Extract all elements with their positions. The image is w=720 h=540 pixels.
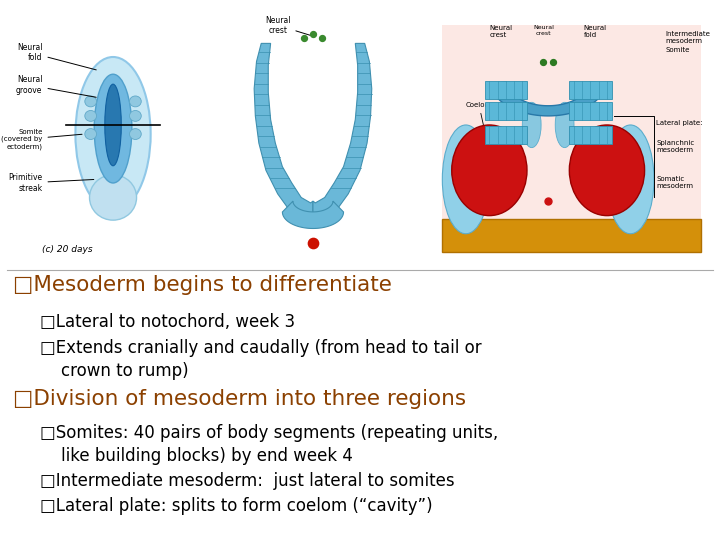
Ellipse shape [76,57,150,211]
Ellipse shape [130,111,141,122]
Text: Neural
crest: Neural crest [490,25,513,38]
Text: Lateral plate:: Lateral plate: [657,120,703,126]
Text: □Division of mesoderm into three regions: □Division of mesoderm into three regions [13,389,466,409]
Bar [485,102,527,120]
Polygon shape [282,201,343,228]
Ellipse shape [607,125,654,234]
Text: □Mesoderm begins to differentiate: □Mesoderm begins to differentiate [13,275,392,295]
Point [307,30,319,39]
Ellipse shape [570,125,644,215]
Bar [485,80,527,99]
Text: Neural
fold: Neural fold [17,43,96,70]
Ellipse shape [85,111,96,122]
Polygon shape [313,43,372,215]
Point [547,57,559,66]
Bar [485,126,527,144]
Text: Primitive
streak: Primitive streak [9,173,94,193]
Polygon shape [490,82,607,116]
Text: Somite: Somite [666,48,690,53]
Ellipse shape [85,96,96,107]
Text: Neural
crest: Neural crest [533,25,554,36]
Polygon shape [254,43,313,215]
Text: □Lateral to notochord, week 3: □Lateral to notochord, week 3 [40,313,294,331]
Ellipse shape [451,125,527,215]
Point [307,239,319,247]
Text: Intermediate
mesoderm: Intermediate mesoderm [666,31,711,44]
Ellipse shape [442,125,490,234]
Point [298,33,310,42]
Text: Neural
crest: Neural crest [265,16,310,35]
Text: □Somites: 40 pairs of body segments (repeating units,: □Somites: 40 pairs of body segments (rep… [40,424,498,442]
Bar [442,25,701,252]
Ellipse shape [89,175,137,220]
Text: Splanchnic
mesoderm: Splanchnic mesoderm [657,140,695,153]
Ellipse shape [555,102,574,147]
FancyBboxPatch shape [442,219,701,252]
Text: (c) 20 days: (c) 20 days [42,245,93,254]
Bar [570,102,612,120]
Text: Somite
(covered by
ectoderm): Somite (covered by ectoderm) [1,129,82,150]
Text: Somatic
mesoderm: Somatic mesoderm [657,177,693,190]
Ellipse shape [85,129,96,139]
Bar [570,126,612,144]
Ellipse shape [94,74,132,183]
Ellipse shape [105,84,121,166]
Ellipse shape [130,129,141,139]
Text: Neural
fold: Neural fold [583,25,606,38]
Text: like building blocks) by end week 4: like building blocks) by end week 4 [61,447,353,465]
Text: □Intermediate mesoderm:  just lateral to somites: □Intermediate mesoderm: just lateral to … [40,472,454,490]
Ellipse shape [130,96,141,107]
Ellipse shape [522,102,541,147]
Text: □Extends cranially and caudally (from head to tail or: □Extends cranially and caudally (from he… [40,339,481,357]
Text: Coelom: Coelom [466,102,492,150]
Point [317,33,328,42]
Point [542,197,554,205]
Bar [570,80,612,99]
Text: crown to rump): crown to rump) [61,362,189,380]
Text: Neural
groove: Neural groove [16,76,96,97]
Text: □Lateral plate: splits to form coelom (“cavity”): □Lateral plate: splits to form coelom (“… [40,497,432,515]
Point [538,57,549,66]
